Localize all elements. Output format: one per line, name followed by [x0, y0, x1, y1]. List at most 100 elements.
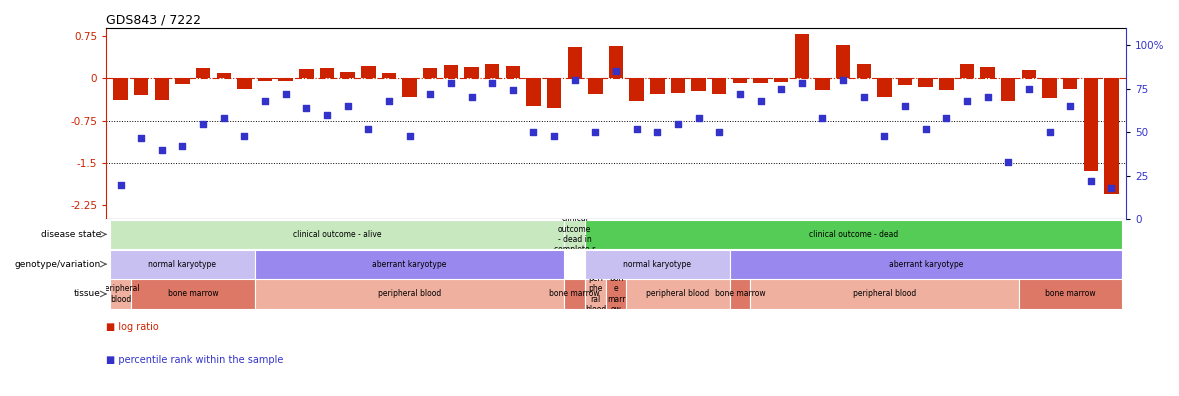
Point [710, 129, 729, 135]
Text: ■ percentile rank within the sample: ■ percentile rank within the sample [106, 355, 283, 366]
Bar [111, 249, 255, 279]
Bar [547, 78, 561, 108]
Point [834, 77, 852, 83]
Bar [691, 78, 706, 91]
Point [979, 94, 997, 101]
Bar [255, 249, 565, 279]
Point [792, 80, 811, 87]
Bar [650, 78, 665, 94]
Bar [795, 34, 809, 78]
Bar [255, 279, 565, 308]
Bar [134, 78, 149, 95]
Bar [565, 279, 585, 308]
Bar [485, 64, 500, 78]
Point [1040, 129, 1059, 135]
Bar [402, 78, 417, 97]
Text: ■ log ratio: ■ log ratio [106, 322, 159, 332]
Point [297, 105, 316, 111]
Point [586, 129, 605, 135]
Point [772, 86, 791, 92]
Bar [567, 48, 582, 78]
Bar [773, 78, 789, 82]
Point [193, 120, 212, 127]
Bar [626, 279, 730, 308]
Bar [588, 78, 602, 94]
Text: peripheral blood: peripheral blood [646, 289, 710, 299]
Text: bone marrow: bone marrow [1045, 289, 1095, 299]
Bar [918, 78, 933, 88]
Point [1020, 86, 1039, 92]
Bar [131, 279, 255, 308]
Text: aberrant karyotype: aberrant karyotype [373, 260, 447, 268]
Point [482, 80, 501, 87]
Point [668, 120, 687, 127]
Bar [382, 73, 396, 78]
Point [111, 181, 130, 188]
Text: genotype/variation: genotype/variation [15, 260, 101, 268]
Point [896, 103, 915, 109]
Point [503, 87, 522, 93]
Point [999, 159, 1017, 165]
Bar [154, 78, 169, 100]
Point [1061, 103, 1080, 109]
Point [937, 115, 956, 122]
Text: disease state: disease state [41, 230, 101, 239]
Point [317, 112, 336, 118]
Bar [111, 279, 131, 308]
Text: clinical outcome - alive: clinical outcome - alive [294, 230, 382, 239]
Point [627, 126, 646, 132]
Point [751, 98, 770, 104]
Point [565, 77, 584, 83]
Bar [606, 279, 626, 308]
Point [855, 94, 874, 101]
Bar [750, 279, 1019, 308]
Bar [320, 69, 334, 78]
Bar [258, 78, 272, 81]
Point [215, 115, 233, 122]
Bar [732, 78, 747, 83]
Text: clinical outcome - dead: clinical outcome - dead [809, 230, 898, 239]
Bar [217, 73, 231, 78]
Text: normal karyotype: normal karyotype [624, 260, 691, 268]
Text: peri
phe
ral
blood: peri phe ral blood [585, 274, 606, 314]
Bar [176, 78, 190, 84]
Point [916, 126, 935, 132]
Bar [836, 45, 850, 78]
Bar [1063, 78, 1078, 89]
Bar [443, 65, 459, 78]
Bar [585, 220, 1121, 249]
Bar [877, 78, 891, 97]
Point [690, 115, 709, 122]
Bar [1084, 78, 1098, 171]
Text: bone marrow: bone marrow [549, 289, 600, 299]
Point [523, 129, 542, 135]
Point [132, 134, 151, 141]
Bar [753, 78, 768, 83]
Point [235, 133, 253, 139]
Point [814, 115, 832, 122]
Bar [565, 220, 585, 249]
Text: peripheral
blood: peripheral blood [100, 284, 140, 304]
Point [358, 126, 377, 132]
Text: GDS843 / 7222: GDS843 / 7222 [106, 13, 202, 27]
Bar [1001, 78, 1015, 101]
Bar [113, 78, 127, 100]
Bar [526, 78, 541, 105]
Point [173, 143, 192, 149]
Text: tissue: tissue [74, 289, 101, 299]
Bar [1022, 70, 1036, 78]
Point [1081, 178, 1100, 184]
Text: peripheral blood: peripheral blood [852, 289, 916, 299]
Bar [960, 64, 974, 78]
Bar [585, 279, 606, 308]
Bar [730, 249, 1121, 279]
Bar [630, 78, 644, 101]
Bar [981, 67, 995, 78]
Point [1102, 185, 1121, 191]
Text: clinical
outcome
- dead in
complete r: clinical outcome - dead in complete r [554, 214, 595, 254]
Bar [1105, 78, 1119, 194]
Text: peripheral blood: peripheral blood [378, 289, 441, 299]
Point [400, 133, 419, 139]
Bar [278, 78, 292, 81]
Point [152, 147, 171, 153]
